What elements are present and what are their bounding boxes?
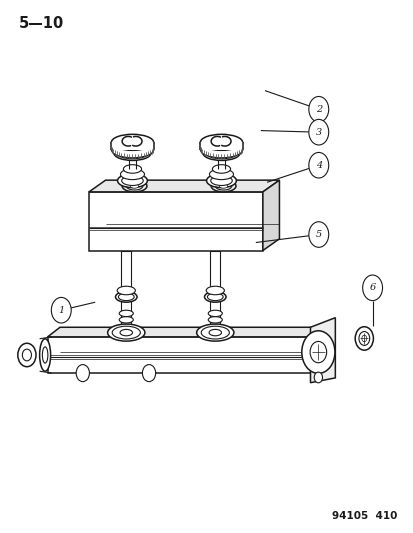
Ellipse shape [212,165,230,173]
Polygon shape [262,180,279,251]
Ellipse shape [122,180,147,192]
Ellipse shape [42,347,48,363]
Ellipse shape [205,147,237,159]
Circle shape [361,335,366,342]
Ellipse shape [200,134,242,150]
Circle shape [313,372,322,383]
Circle shape [308,96,328,122]
Ellipse shape [206,286,224,295]
Ellipse shape [130,184,138,188]
Ellipse shape [115,292,137,302]
Circle shape [142,365,155,382]
Ellipse shape [200,142,242,158]
Ellipse shape [123,165,141,173]
Text: 1: 1 [58,306,64,314]
Circle shape [308,152,328,178]
Ellipse shape [119,310,133,317]
Polygon shape [89,192,262,251]
Ellipse shape [207,293,223,301]
Ellipse shape [210,176,232,185]
Ellipse shape [111,134,153,150]
Text: 4: 4 [315,161,321,169]
Bar [200,142,242,150]
Circle shape [301,331,334,374]
Polygon shape [89,180,279,192]
Text: 2: 2 [315,105,321,114]
Bar [111,142,153,150]
Ellipse shape [121,176,143,185]
Polygon shape [47,337,314,373]
Polygon shape [314,327,326,373]
Ellipse shape [206,174,236,188]
Circle shape [18,343,36,367]
Ellipse shape [201,326,229,339]
Ellipse shape [120,169,144,180]
Ellipse shape [119,317,133,323]
Circle shape [308,222,328,247]
Text: 94105  410: 94105 410 [331,511,396,521]
Circle shape [22,349,31,361]
Ellipse shape [112,326,140,339]
Circle shape [362,275,382,301]
Ellipse shape [211,180,235,192]
Bar [210,251,220,337]
Text: 5: 5 [315,230,321,239]
Ellipse shape [208,310,222,317]
Ellipse shape [209,169,233,180]
Ellipse shape [118,293,134,301]
Ellipse shape [219,184,227,188]
Ellipse shape [208,317,222,323]
Ellipse shape [120,329,132,336]
Ellipse shape [114,146,151,160]
Circle shape [358,332,369,345]
Polygon shape [47,327,326,337]
Ellipse shape [202,146,240,160]
Ellipse shape [126,182,142,190]
Ellipse shape [116,147,148,159]
Circle shape [308,119,328,145]
Circle shape [309,342,326,363]
Bar [121,251,131,337]
Circle shape [76,365,89,382]
Text: 3: 3 [315,128,321,136]
Ellipse shape [209,329,221,336]
Circle shape [354,327,373,350]
Ellipse shape [40,339,50,371]
Ellipse shape [117,174,147,188]
Ellipse shape [215,182,231,190]
Polygon shape [310,318,335,383]
Text: 5—10: 5—10 [19,16,64,31]
Text: 6: 6 [368,284,375,292]
Ellipse shape [196,324,233,341]
Ellipse shape [117,286,135,295]
Ellipse shape [111,142,153,158]
Ellipse shape [107,324,145,341]
Ellipse shape [204,292,225,302]
Circle shape [51,297,71,323]
